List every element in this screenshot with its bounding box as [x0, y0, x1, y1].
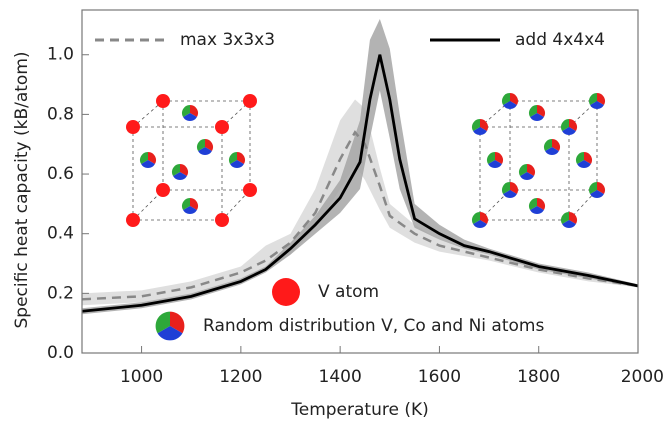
- y-tick-label: 0.4: [47, 224, 74, 244]
- crystal-inset-random: [471, 93, 606, 229]
- x-tick-label: 1200: [219, 367, 262, 387]
- y-tick-label: 0.0: [47, 343, 74, 363]
- legend-label: add 4x4x4: [515, 30, 605, 50]
- uncertainty-band: [82, 18, 638, 315]
- random-atom-icon: [155, 311, 185, 341]
- legend: max 3x3x3 add 4x4x4: [95, 30, 605, 50]
- y-tick-label: 0.6: [47, 164, 74, 184]
- plot-frame: [81, 9, 639, 354]
- legend-label: max 3x3x3: [180, 30, 275, 50]
- x-tick-label: 1000: [120, 367, 163, 387]
- v-atom-icon: [272, 278, 300, 306]
- x-tick-label: 1400: [319, 367, 362, 387]
- y-tick-label: 0.2: [47, 283, 74, 303]
- y-tick-label: 0.8: [47, 104, 74, 124]
- x-tick-label: 1800: [517, 367, 560, 387]
- crystal-inset-v: [126, 94, 257, 227]
- annotation: V atom: [318, 282, 379, 302]
- x-axis-label: Temperature (K): [290, 400, 429, 420]
- y-axis-label: Specific heat capacity (kB/atom): [12, 51, 32, 328]
- y-tick-label: 1.0: [47, 45, 74, 65]
- x-tick-label: 2000: [621, 367, 664, 387]
- lines: [81, 54, 639, 313]
- annotation: Random distribution V, Co and Ni atoms: [203, 316, 544, 336]
- data-line: [81, 130, 639, 301]
- bands: [82, 18, 638, 315]
- data-line: [81, 54, 639, 313]
- x-tick-label: 1600: [418, 367, 461, 387]
